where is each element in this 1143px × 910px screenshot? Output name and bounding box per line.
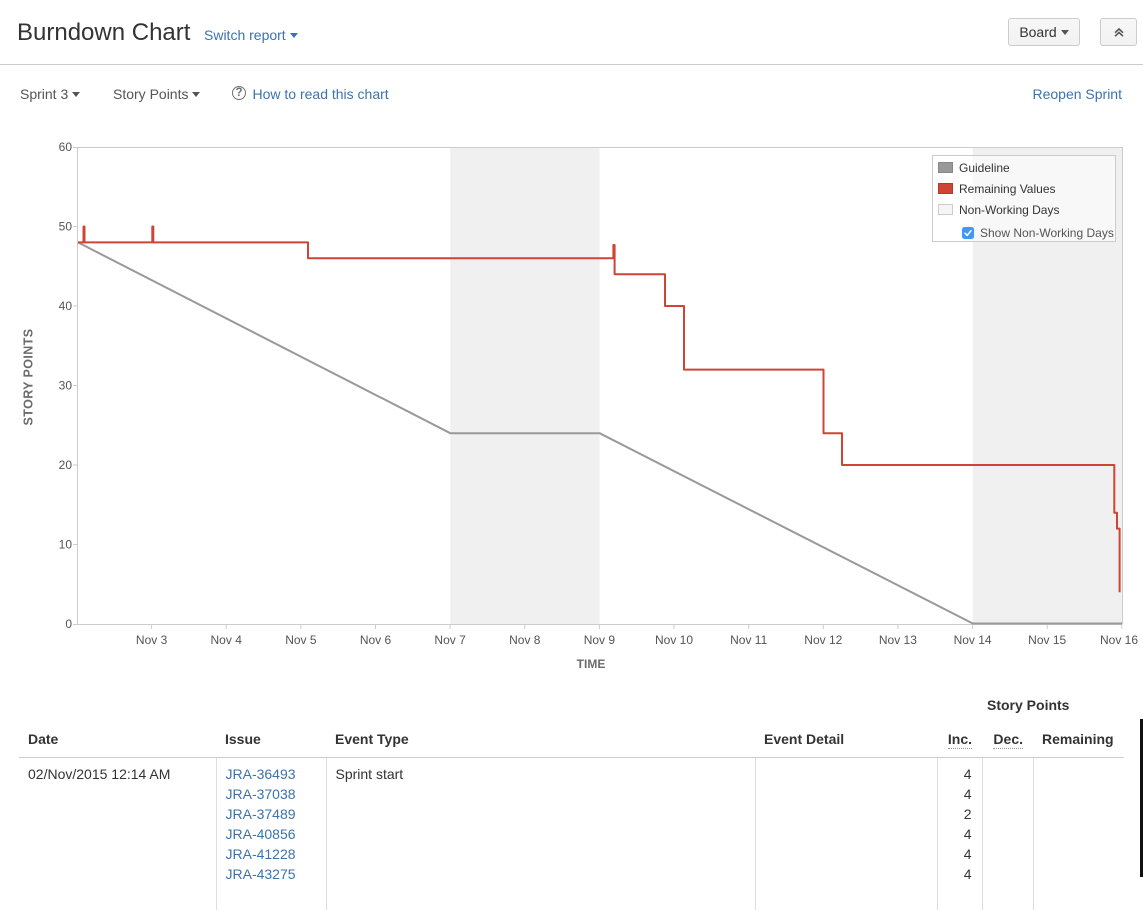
svg-text:Nov 12: Nov 12 (804, 633, 842, 647)
svg-text:STORY POINTS: STORY POINTS (22, 329, 36, 426)
svg-text:Nov 6: Nov 6 (360, 633, 392, 647)
svg-text:Nov 8: Nov 8 (509, 633, 541, 647)
svg-text:0: 0 (65, 617, 72, 631)
svg-text:60: 60 (59, 140, 73, 154)
svg-text:Nov 11: Nov 11 (730, 633, 767, 647)
svg-text:Nov 16: Nov 16 (1100, 633, 1138, 647)
svg-text:Nov 5: Nov 5 (285, 633, 317, 647)
svg-text:TIME: TIME (577, 657, 606, 671)
svg-text:Nov 7: Nov 7 (434, 633, 466, 647)
svg-text:Nov 15: Nov 15 (1028, 633, 1066, 647)
svg-text:50: 50 (59, 220, 73, 234)
svg-text:Nov 4: Nov 4 (211, 633, 243, 647)
svg-text:Nov 10: Nov 10 (655, 633, 693, 647)
svg-text:40: 40 (59, 299, 73, 313)
svg-text:Nov 13: Nov 13 (879, 633, 917, 647)
svg-text:10: 10 (59, 538, 73, 552)
svg-text:30: 30 (59, 379, 73, 393)
svg-text:20: 20 (59, 458, 73, 472)
svg-text:Nov 14: Nov 14 (954, 633, 992, 647)
svg-text:Nov 9: Nov 9 (584, 633, 616, 647)
svg-text:Nov 3: Nov 3 (136, 633, 168, 647)
